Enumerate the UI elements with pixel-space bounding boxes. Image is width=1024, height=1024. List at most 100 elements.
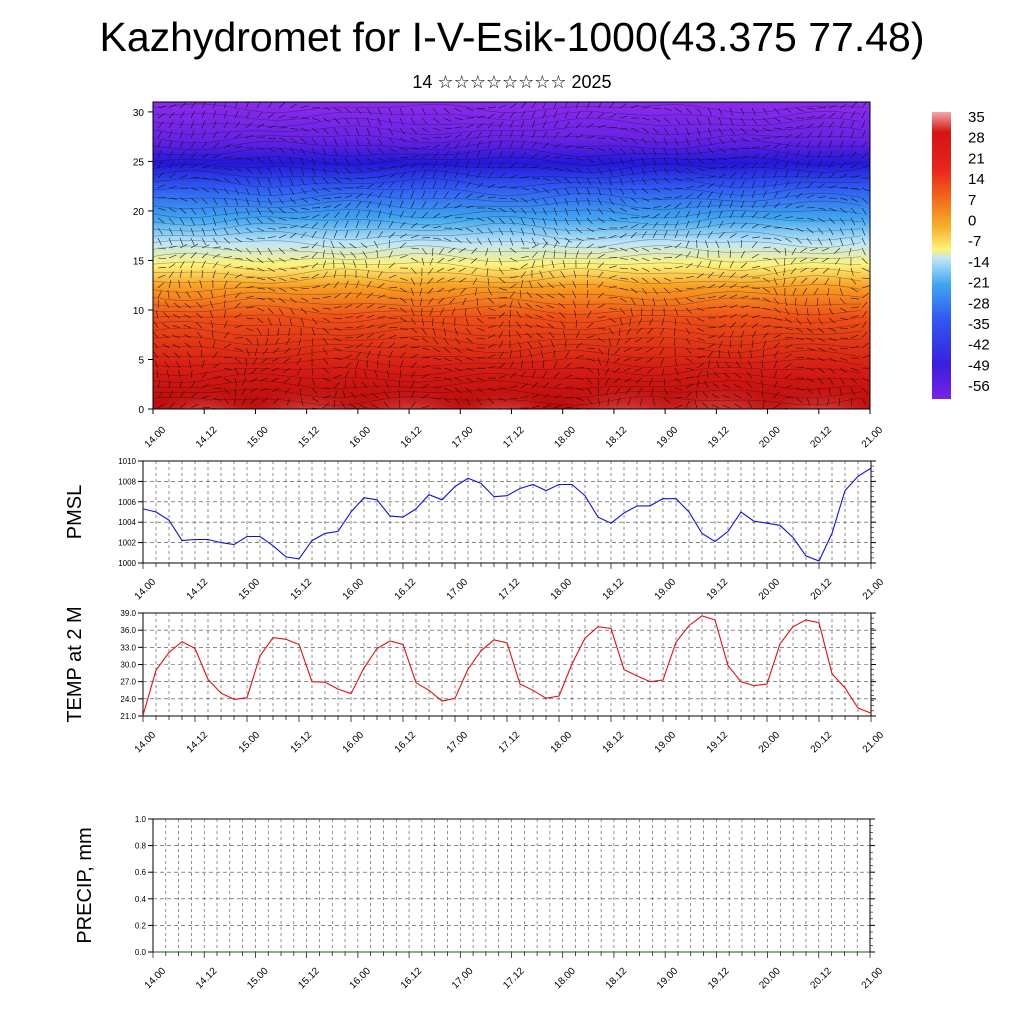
wind-arrow xyxy=(429,307,434,316)
wind-arrow xyxy=(487,160,493,169)
wind-arrow xyxy=(652,157,657,166)
wind-arrow xyxy=(164,361,170,369)
wind-arrow xyxy=(531,251,538,259)
wind-arrow xyxy=(531,243,540,249)
wind-arrow xyxy=(707,260,712,269)
wind-arrow xyxy=(740,117,746,126)
wind-arrow xyxy=(355,117,361,126)
colorbar-label: 0 xyxy=(968,213,976,230)
contour-line xyxy=(153,380,862,390)
wind-arrow xyxy=(795,124,804,129)
wind-arrow xyxy=(344,127,349,136)
wind-arrow xyxy=(795,237,802,244)
wind-arrow xyxy=(399,369,402,379)
wind-arrow xyxy=(432,107,438,115)
wind-arrow xyxy=(619,327,621,337)
wind-arrow xyxy=(509,174,518,179)
wind-arrow xyxy=(300,197,308,203)
wind-arrow xyxy=(485,257,489,266)
wind-arrow xyxy=(542,177,551,181)
x-tick-label: 15.00 xyxy=(245,965,271,991)
wind-arrow xyxy=(410,247,419,250)
x-tick-label: 16.12 xyxy=(393,576,419,602)
wind-arrow xyxy=(333,187,342,191)
wind-arrow xyxy=(245,197,250,206)
wind-arrow xyxy=(399,164,408,169)
wind-arrow xyxy=(718,294,727,299)
wind-arrow xyxy=(300,387,302,397)
wind-arrow xyxy=(201,207,207,216)
wind-arrow xyxy=(740,155,749,159)
wind-arrow xyxy=(201,349,203,359)
wind-arrow xyxy=(300,317,305,326)
wind-arrow xyxy=(447,277,456,282)
wind-arrow xyxy=(284,347,291,354)
wind-arrow xyxy=(474,287,478,296)
wind-arrow xyxy=(476,160,481,169)
wind-arrow xyxy=(443,337,449,345)
wind-arrow xyxy=(740,234,749,239)
wind-arrow xyxy=(465,367,474,371)
wind-arrow xyxy=(454,192,461,199)
wind-arrow xyxy=(157,130,162,139)
wind-arrow xyxy=(729,294,738,299)
wind-arrow xyxy=(476,377,485,381)
wind-arrow xyxy=(485,247,489,256)
wind-arrow xyxy=(333,270,337,279)
wind-arrow xyxy=(652,206,661,209)
wind-arrow xyxy=(674,357,677,366)
wind-arrow xyxy=(212,351,218,359)
wind-arrow xyxy=(256,157,264,163)
wind-arrow xyxy=(311,387,318,395)
wind-arrow xyxy=(223,377,231,383)
wind-arrow xyxy=(608,275,617,279)
contour-line xyxy=(153,170,862,179)
wind-arrow xyxy=(487,287,492,296)
wind-arrow xyxy=(608,157,615,165)
wind-arrow xyxy=(790,257,797,265)
wind-arrow xyxy=(707,107,712,116)
wind-arrow xyxy=(740,285,749,289)
wind-arrow xyxy=(751,153,760,159)
wind-arrow xyxy=(333,211,340,219)
wind-arrow xyxy=(498,227,504,236)
wind-arrow xyxy=(289,127,298,130)
wind-arrow xyxy=(636,327,643,334)
wind-arrow xyxy=(586,270,589,279)
x-tick-label: 20.12 xyxy=(809,576,835,602)
wind-arrow xyxy=(179,102,187,109)
wind-arrow xyxy=(344,327,354,329)
wind-arrow xyxy=(465,193,473,199)
wind-arrow xyxy=(685,186,694,189)
x-tick-label: 18.00 xyxy=(552,424,578,450)
colorbar-label: -35 xyxy=(968,316,990,333)
wind-arrow xyxy=(740,211,746,219)
wind-arrow xyxy=(421,357,431,359)
wind-arrow xyxy=(861,110,866,119)
wind-arrow xyxy=(212,340,216,349)
wind-arrow xyxy=(696,192,703,199)
wind-arrow xyxy=(447,267,456,271)
wind-arrow xyxy=(751,322,759,329)
wind-arrow xyxy=(696,307,705,311)
wind-arrow xyxy=(605,367,610,376)
wind-arrow xyxy=(267,287,276,292)
wind-arrow xyxy=(729,137,737,144)
wind-arrow xyxy=(647,327,654,334)
wind-arrow xyxy=(234,257,243,260)
wind-arrow xyxy=(663,177,671,184)
y-tick-label: 0 xyxy=(138,405,144,416)
wind-arrow xyxy=(377,157,386,162)
wind-arrow xyxy=(817,367,825,373)
wind-arrow xyxy=(157,237,162,246)
wind-arrow xyxy=(421,107,427,116)
wind-arrow xyxy=(751,170,757,179)
wind-arrow xyxy=(498,161,505,169)
wind-vectors xyxy=(153,102,870,409)
wind-arrow xyxy=(806,123,814,129)
wind-arrow xyxy=(498,397,507,402)
wind-arrow xyxy=(674,195,683,199)
y-tick-label: 5 xyxy=(138,355,144,366)
wind-arrow xyxy=(564,187,570,195)
wind-arrow xyxy=(234,247,242,253)
